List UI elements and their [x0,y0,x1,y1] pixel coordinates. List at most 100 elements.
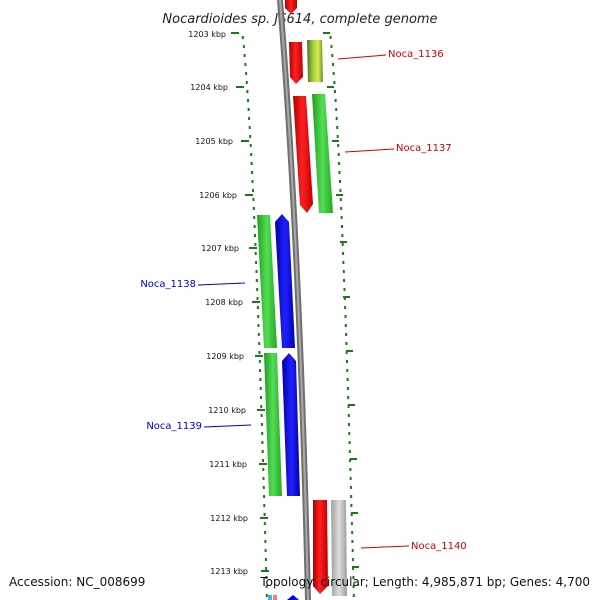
gene-feature-olive[interactable] [307,40,323,82]
ring-dot [339,198,342,201]
gene-feature-red[interactable] [285,0,297,14]
ring-dot [250,153,253,156]
ring-dot [258,351,261,354]
gene-feature-green[interactable] [257,215,277,348]
ring-dot [343,297,346,300]
ring-dot [335,117,338,120]
ring-dot [250,162,253,165]
ring-dot [348,432,351,435]
gene-label-noca-1139[interactable]: Noca_1139 [146,421,202,432]
ring-dot [241,36,244,39]
ring-dot [332,72,335,75]
ring-dot [351,549,354,552]
tick-label: 1203 kbp [188,30,226,39]
ring-dot [260,396,262,399]
ring-dot [346,369,349,372]
ring-dot [337,144,340,147]
tick-label: 1210 kbp [208,406,246,415]
ring-dot [263,495,266,498]
ring-dot [243,54,246,57]
ring-dot [338,171,341,174]
gene-feature-gray[interactable] [331,500,347,596]
ring-dot [352,585,355,588]
ring-dot [336,126,339,129]
ring-dot [344,315,347,318]
ring-dot [249,135,252,138]
ring-dot [247,99,249,102]
ring-dot [345,342,348,345]
gene-label-noca-1136[interactable]: Noca_1136 [388,49,444,60]
ring-dot [264,531,267,534]
tick-label: 1211 kbp [209,460,247,469]
ring-dot [352,576,355,579]
ring-dot [257,315,260,318]
scale-ticks: 1203 kbp 1204 kbp 1205 kbp 1206 kbp 1207… [188,30,269,576]
ring-dot [344,324,347,327]
ring-dot [257,333,260,336]
ring-dot [351,531,354,534]
ring-dot [264,540,267,543]
gene-feature-red[interactable] [293,96,313,213]
ring-dot [256,306,259,309]
ring-dot [343,288,346,291]
ring-dot [265,567,268,570]
ring-dot [335,108,338,111]
gene-feature-red[interactable] [289,42,303,84]
ring-dot [342,252,345,255]
ring-dot [350,495,353,498]
ring-dot [259,369,262,372]
ring-dot [348,450,351,453]
ring-dot [350,522,353,525]
ring-dot [260,405,263,408]
ring-dot [262,459,264,462]
ring-dot [351,558,354,561]
ring-dot [252,207,255,210]
ring-dot [260,423,263,426]
ring-dot [330,45,333,48]
gene-feature-green[interactable] [312,94,333,213]
ring-dot [341,234,344,237]
gene-feature-red[interactable] [313,500,328,594]
gene-label-noca-1138[interactable]: Noca_1138 [140,279,196,290]
tick-label: 1209 kbp [206,352,244,361]
ring-dot [351,540,354,543]
ring-dot [260,414,263,417]
ring-dot [263,513,266,516]
ring-dot [334,90,336,93]
ring-dot [347,414,350,417]
map-title: Nocardioides sp. JS614, complete genome [162,12,437,27]
gene-feature-green[interactable] [264,353,282,496]
ring-dot [264,558,267,561]
ring-dot [251,171,254,174]
gene-feature-blue[interactable] [275,214,295,348]
ring-dot [341,243,344,246]
ring-dot [338,162,341,165]
ring-dot [242,45,245,48]
ring-dot [249,144,252,147]
ring-dot [254,243,257,246]
genome-summary-text: Topology: circular; Length: 4,985,871 bp… [259,575,590,589]
ring-dot [329,36,332,39]
ring-dot [259,387,262,390]
ring-dot [248,117,251,120]
gene-label-noca-1137[interactable]: Noca_1137 [396,143,452,154]
ring-dot [252,198,255,201]
tick-label: 1213 kbp [210,567,248,576]
ring-dot [342,270,345,273]
ring-dot [248,126,251,129]
tick-label: 1205 kbp [195,137,233,146]
ring-dot [343,279,346,282]
gene-label-noca-1140[interactable]: Noca_1140 [411,541,467,552]
tick-label: 1212 kbp [210,514,248,523]
gene-feature-blue[interactable] [282,353,300,496]
ring-dot [259,378,262,381]
ring-dot [247,108,250,111]
forward-strand-genes [285,0,347,596]
ring-dot [253,225,256,228]
ring-dot [246,90,249,93]
ring-dot [331,54,334,57]
ring-dot [253,216,256,219]
dotted-ring-guides [241,36,355,597]
reverse-strand-genes [257,214,300,496]
